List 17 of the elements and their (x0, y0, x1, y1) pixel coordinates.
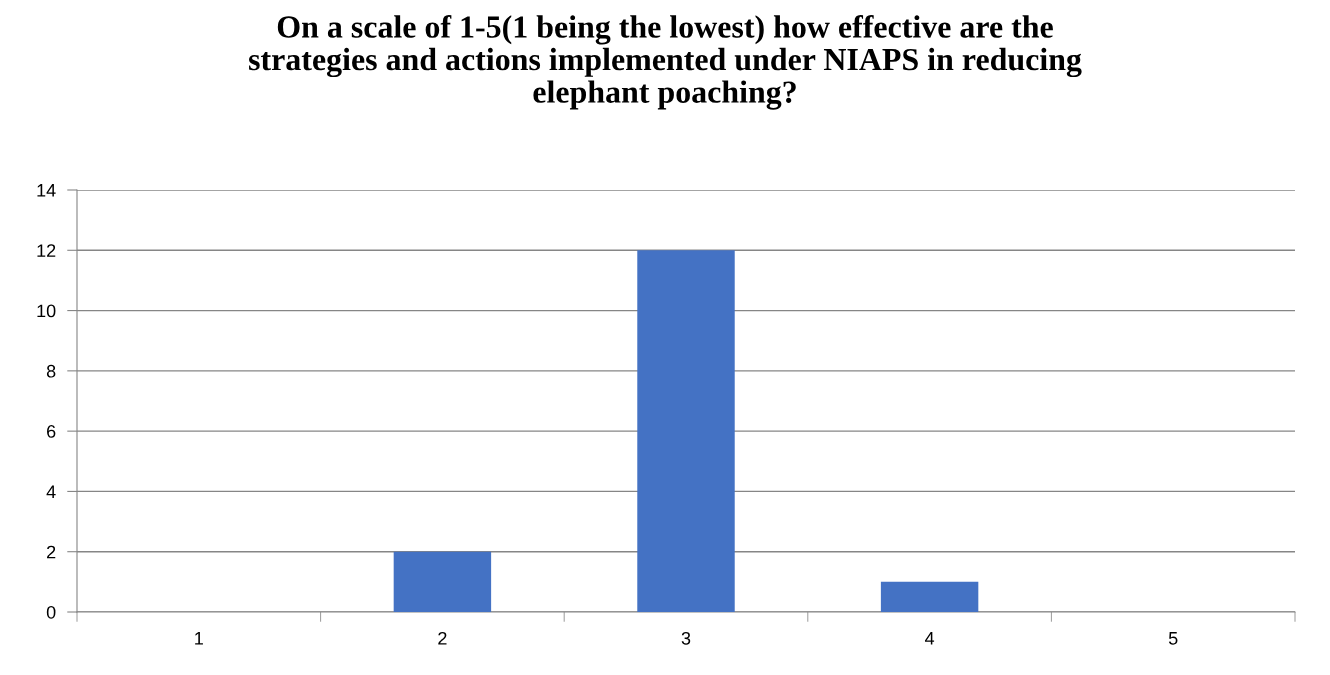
chart-title: On a scale of 1-5(1 being the lowest) how effective are the strategies and actions implemented under NIAPS in reducing elephant poaching? (249, 15, 1082, 110)
x-tick-label: 1 (195, 632, 203, 645)
bar (393, 551, 492, 612)
bar (637, 250, 735, 612)
y-tick-label: 8 (46, 364, 56, 378)
y-tick-label: 14 (37, 184, 56, 197)
x-tick-label: 5 (1168, 632, 1178, 645)
y-tick-label: 2 (47, 545, 56, 559)
y-tick-label: 10 (37, 304, 56, 318)
x-tick-label: 4 (924, 632, 935, 645)
y-tick-label: 6 (47, 425, 56, 438)
x-tick-label: 3 (681, 631, 691, 645)
y-tick-label: 4 (46, 485, 56, 498)
bar (880, 581, 979, 612)
y-tick-label: 0 (46, 605, 56, 619)
y-tick-label: 12 (37, 244, 56, 257)
x-tick-label: 2 (438, 631, 447, 645)
